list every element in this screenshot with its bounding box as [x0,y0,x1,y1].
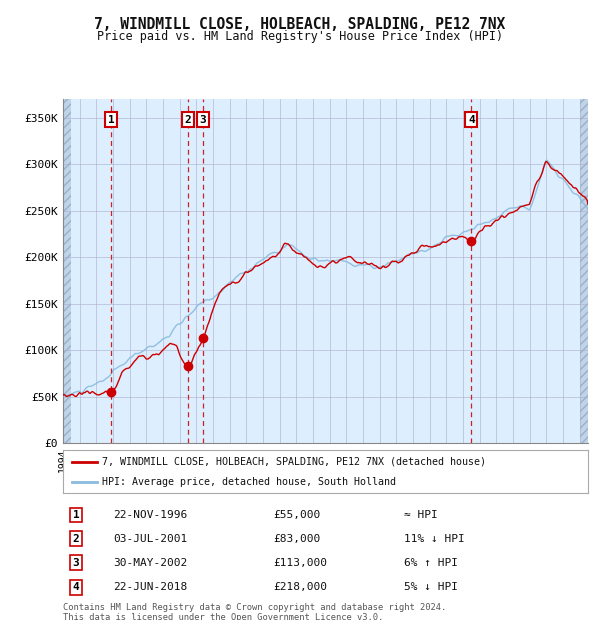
Text: 11% ↓ HPI: 11% ↓ HPI [404,534,465,544]
Text: 2: 2 [185,115,191,125]
Text: 1: 1 [73,510,79,520]
Bar [63,99,71,443]
Text: £113,000: £113,000 [273,557,327,567]
Text: 03-JUL-2001: 03-JUL-2001 [113,534,187,544]
Text: HPI: Average price, detached house, South Holland: HPI: Average price, detached house, Sout… [103,477,397,487]
Text: 6% ↑ HPI: 6% ↑ HPI [404,557,458,567]
Text: 4: 4 [468,115,475,125]
Text: 3: 3 [73,557,79,567]
Text: ≈ HPI: ≈ HPI [404,510,438,520]
Text: 30-MAY-2002: 30-MAY-2002 [113,557,187,567]
Text: £55,000: £55,000 [273,510,320,520]
Text: £218,000: £218,000 [273,582,327,592]
Bar [580,99,588,443]
Text: 5% ↓ HPI: 5% ↓ HPI [404,582,458,592]
Text: 2: 2 [73,534,79,544]
Text: 4: 4 [73,582,79,592]
Text: 22-NOV-1996: 22-NOV-1996 [113,510,187,520]
Text: 7, WINDMILL CLOSE, HOLBEACH, SPALDING, PE12 7NX (detached house): 7, WINDMILL CLOSE, HOLBEACH, SPALDING, P… [103,457,487,467]
Text: 1: 1 [108,115,115,125]
Text: £83,000: £83,000 [273,534,320,544]
Text: Price paid vs. HM Land Registry's House Price Index (HPI): Price paid vs. HM Land Registry's House … [97,30,503,43]
Bar [63,99,71,443]
Text: 7, WINDMILL CLOSE, HOLBEACH, SPALDING, PE12 7NX: 7, WINDMILL CLOSE, HOLBEACH, SPALDING, P… [94,17,506,32]
Text: 3: 3 [200,115,206,125]
Text: Contains HM Land Registry data © Crown copyright and database right 2024.
This d: Contains HM Land Registry data © Crown c… [63,603,446,620]
Text: 22-JUN-2018: 22-JUN-2018 [113,582,187,592]
Bar [580,99,588,443]
